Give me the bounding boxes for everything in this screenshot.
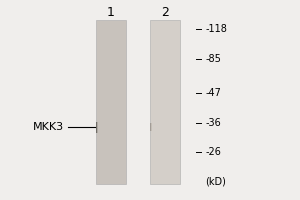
Bar (97, 121, 98, 132)
Text: (kD): (kD) (206, 177, 226, 187)
Bar (150, 123, 152, 131)
Bar (96, 121, 97, 132)
Bar (151, 123, 152, 131)
Text: -118: -118 (206, 24, 227, 34)
Bar (97, 121, 98, 132)
Bar (97, 121, 98, 132)
Bar (96, 121, 97, 132)
Bar (97, 121, 98, 132)
Bar (151, 123, 152, 131)
Bar (97, 121, 98, 132)
Bar (151, 123, 152, 131)
Bar (96, 121, 98, 132)
Bar (150, 123, 151, 131)
Bar (151, 123, 152, 131)
Bar (97, 121, 98, 132)
Bar (151, 123, 152, 131)
Bar (97, 121, 98, 132)
Bar (150, 123, 151, 131)
Text: -36: -36 (206, 118, 221, 128)
Bar (97, 121, 98, 132)
Bar (96, 121, 97, 132)
Bar (150, 123, 152, 131)
Bar (96, 121, 97, 132)
Bar (150, 123, 152, 131)
Bar (96, 121, 98, 132)
Bar (151, 123, 152, 131)
Bar (97, 121, 98, 132)
Bar (150, 123, 151, 131)
Bar (97, 121, 98, 132)
Bar (97, 121, 98, 132)
Bar (151, 123, 152, 131)
Bar (151, 123, 152, 131)
Bar (97, 121, 98, 132)
Text: -47: -47 (206, 88, 221, 98)
Bar (96, 121, 97, 132)
Bar (150, 123, 151, 131)
Bar (96, 121, 97, 132)
Bar (151, 123, 152, 131)
Bar (150, 123, 151, 131)
Bar (150, 123, 151, 131)
Bar (151, 123, 152, 131)
Bar (96, 121, 97, 132)
Bar (151, 123, 152, 131)
Bar (151, 123, 152, 131)
Bar (150, 123, 151, 131)
Bar (150, 123, 151, 131)
Bar (150, 123, 151, 131)
Bar (150, 20, 180, 184)
Text: 2: 2 (161, 5, 169, 19)
Bar (96, 121, 97, 132)
Text: 1: 1 (107, 5, 115, 19)
Bar (96, 121, 97, 132)
Bar (150, 123, 151, 131)
Bar (96, 121, 97, 132)
Bar (97, 121, 98, 132)
Text: MKK3: MKK3 (33, 122, 64, 132)
Bar (151, 123, 152, 131)
Text: -26: -26 (206, 147, 221, 157)
Bar (150, 123, 151, 131)
Bar (96, 121, 98, 132)
Bar (97, 121, 98, 132)
Bar (96, 20, 126, 184)
Bar (96, 121, 97, 132)
Bar (97, 121, 98, 132)
Bar (151, 123, 152, 131)
Text: -85: -85 (206, 54, 221, 64)
Bar (97, 121, 98, 132)
Bar (151, 123, 152, 131)
Bar (151, 123, 152, 131)
